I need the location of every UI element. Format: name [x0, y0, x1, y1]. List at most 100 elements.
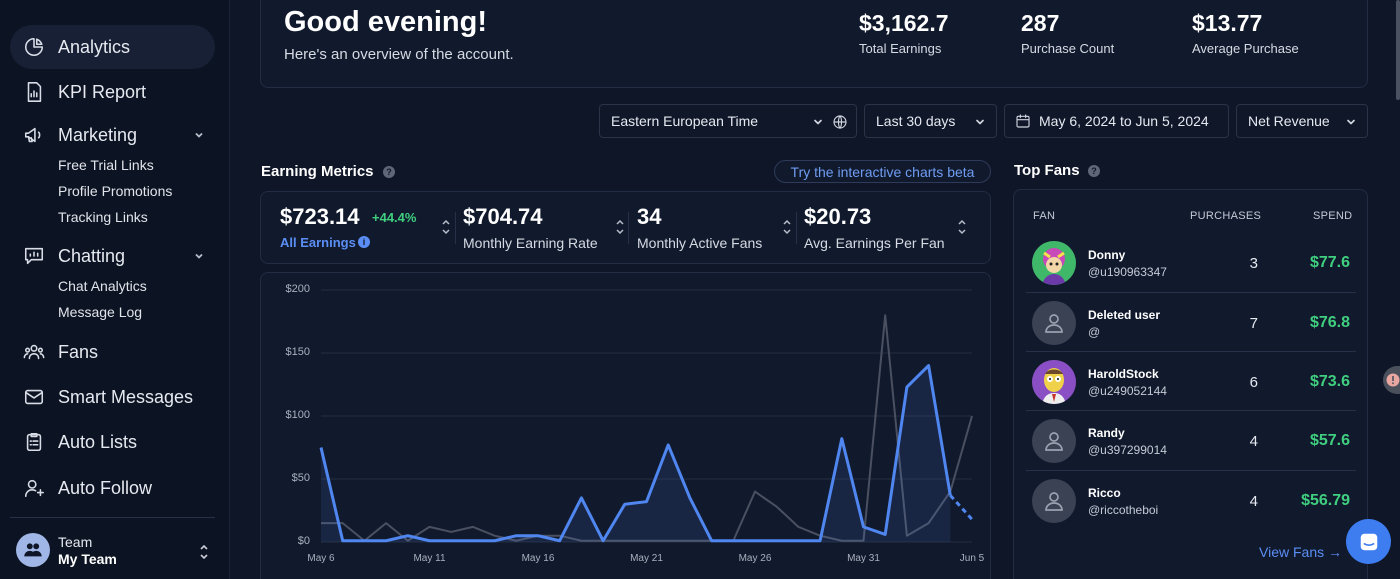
sidebar-item-label: Analytics [58, 36, 131, 57]
alert-icon [1386, 373, 1400, 387]
user-placeholder-icon [1032, 479, 1076, 523]
fan-purchases: 7 [1249, 315, 1258, 332]
all-earnings-change: +44.4% [372, 210, 417, 225]
x-tick-label: May 16 [521, 553, 555, 564]
chat-icon [10, 245, 58, 267]
view-fans-link[interactable]: View Fans → [1259, 544, 1342, 560]
total-earnings-value: $3,162.7 [859, 10, 949, 36]
alert-tab[interactable] [1383, 366, 1400, 394]
info-icon[interactable]: i [358, 236, 370, 248]
top-fans-title: Top Fans [1014, 162, 1080, 179]
sidebar-item-auto-lists[interactable]: Auto Lists [10, 420, 215, 464]
sidebar-subitem-profile-promotions[interactable]: Profile Promotions [58, 183, 173, 199]
table-row[interactable]: Randy @u397299014 4 $57.6 [1026, 410, 1356, 469]
pie-chart-icon [10, 36, 58, 58]
megaphone-icon [10, 124, 58, 146]
help-icon[interactable]: ? [1088, 165, 1100, 177]
interactive-charts-beta-link[interactable]: Try the interactive charts beta [774, 160, 991, 183]
chevron-down-icon [814, 119, 822, 125]
fan-name[interactable]: Ricco [1088, 486, 1121, 500]
table-row[interactable]: HaroldStock @u249052144 6 $73.6 [1026, 351, 1356, 410]
chevron-down-icon[interactable] [193, 128, 205, 140]
fan-handle: @riccotheboi [1088, 503, 1159, 517]
sidebar-item-analytics[interactable]: Analytics [10, 25, 215, 69]
sidebar-subitem-chat-analytics[interactable]: Chat Analytics [58, 278, 147, 294]
fan-spend: $76.8 [1309, 314, 1350, 331]
x-tick-label: May 11 [413, 553, 446, 564]
avatar [1032, 241, 1076, 285]
monthly-active-fans-label: Monthly Active Fans [637, 235, 763, 251]
col-purchases[interactable]: PURCHASES [1190, 210, 1262, 222]
date-picker[interactable]: May 6, 2024 to Jun 5, 2024 [1004, 104, 1229, 138]
table-row[interactable]: Deleted user @ 7 $76.8 [1026, 292, 1356, 351]
all-earnings-link[interactable]: All Earnings [280, 235, 356, 250]
overview-card [260, 0, 1368, 88]
all-earnings-value: $723.14 [280, 204, 360, 229]
sidebar-item-label: Chatting [58, 245, 126, 266]
sidebar-item-smart-messages[interactable]: Smart Messages [10, 375, 215, 419]
fan-spend: $73.6 [1309, 373, 1350, 390]
date-range-value: Last 30 days [876, 113, 956, 129]
sort-icon[interactable] [783, 219, 791, 235]
table-row[interactable]: Donny @u190963347 3 $77.6 [1026, 233, 1356, 292]
scrollbar[interactable] [1396, 0, 1400, 100]
sidebar: Analytics KPI Report Marketing Free Tria… [0, 0, 230, 579]
team-icon [24, 543, 42, 557]
fan-purchases: 4 [1249, 433, 1258, 450]
page-title: Good evening! [284, 6, 487, 38]
sort-icon[interactable] [616, 219, 624, 235]
fan-spend: $77.6 [1309, 254, 1350, 271]
team-switcher[interactable]: Team My Team [10, 517, 215, 579]
fan-name[interactable]: HaroldStock [1088, 367, 1159, 381]
fan-name[interactable]: Randy [1088, 426, 1125, 440]
metric-select[interactable]: Net Revenue [1236, 104, 1368, 138]
sidebar-item-marketing[interactable]: Marketing [10, 113, 215, 157]
fan-purchases: 3 [1249, 255, 1258, 272]
help-icon[interactable]: ? [383, 166, 395, 178]
user-placeholder-icon [1032, 419, 1076, 463]
team-name: My Team [58, 551, 117, 567]
globe-icon [833, 115, 847, 129]
fan-handle: @u249052144 [1088, 384, 1167, 398]
monthly-earning-rate-value: $704.74 [463, 204, 543, 229]
y-tick-label: $150 [285, 346, 310, 358]
purchase-count-label: Purchase Count [1021, 41, 1115, 56]
sidebar-item-fans[interactable]: Fans [10, 330, 215, 374]
monthly-earning-rate-label: Monthly Earning Rate [463, 235, 598, 251]
team-avatar [16, 533, 50, 567]
date-range-select[interactable]: Last 30 days [864, 104, 997, 138]
sort-icon[interactable] [442, 219, 450, 235]
fan-name[interactable]: Deleted user [1088, 308, 1161, 322]
sidebar-item-label: Marketing [58, 124, 138, 145]
table-row[interactable]: Ricco @riccotheboi 4 $56.79 [1026, 470, 1356, 529]
fan-name[interactable]: Donny [1088, 248, 1126, 262]
date-picker-value: May 6, 2024 to Jun 5, 2024 [1039, 113, 1209, 129]
timezone-select[interactable]: Eastern European Time [599, 104, 857, 138]
fan-handle: @u397299014 [1088, 443, 1167, 457]
sidebar-subitem-tracking-links[interactable]: Tracking Links [58, 209, 148, 225]
sidebar-item-kpi-report[interactable]: KPI Report [10, 70, 215, 114]
support-chat-button[interactable] [1346, 519, 1391, 564]
metric-divider [796, 212, 797, 244]
sidebar-item-label: Auto Follow [58, 477, 153, 498]
chevron-down-icon[interactable] [193, 249, 205, 261]
avg-earnings-per-fan-label: Avg. Earnings Per Fan [804, 235, 945, 251]
col-spend[interactable]: SPEND [1313, 210, 1353, 222]
sidebar-item-label: Fans [58, 341, 99, 362]
monthly-active-fans-value: 34 [637, 204, 662, 229]
sidebar-item-label: Auto Lists [58, 431, 138, 452]
sidebar-item-auto-follow[interactable]: Auto Follow [10, 466, 215, 510]
chevron-up-down-icon[interactable] [199, 542, 209, 562]
chevron-down-icon [976, 119, 984, 125]
sidebar-subitem-message-log[interactable]: Message Log [58, 304, 143, 320]
purchase-count-value: 287 [1021, 10, 1060, 36]
clipboard-icon [10, 431, 58, 453]
calendar-icon [1016, 114, 1030, 128]
sidebar-item-chatting[interactable]: Chatting [10, 234, 215, 278]
sort-icon[interactable] [958, 219, 966, 235]
col-fan: FAN [1033, 210, 1056, 222]
avg-earnings-per-fan-value: $20.73 [804, 204, 872, 229]
sidebar-subitem-free-trial-links[interactable]: Free Trial Links [58, 157, 154, 173]
metric-value: Net Revenue [1248, 113, 1330, 129]
chart-card [260, 272, 991, 579]
